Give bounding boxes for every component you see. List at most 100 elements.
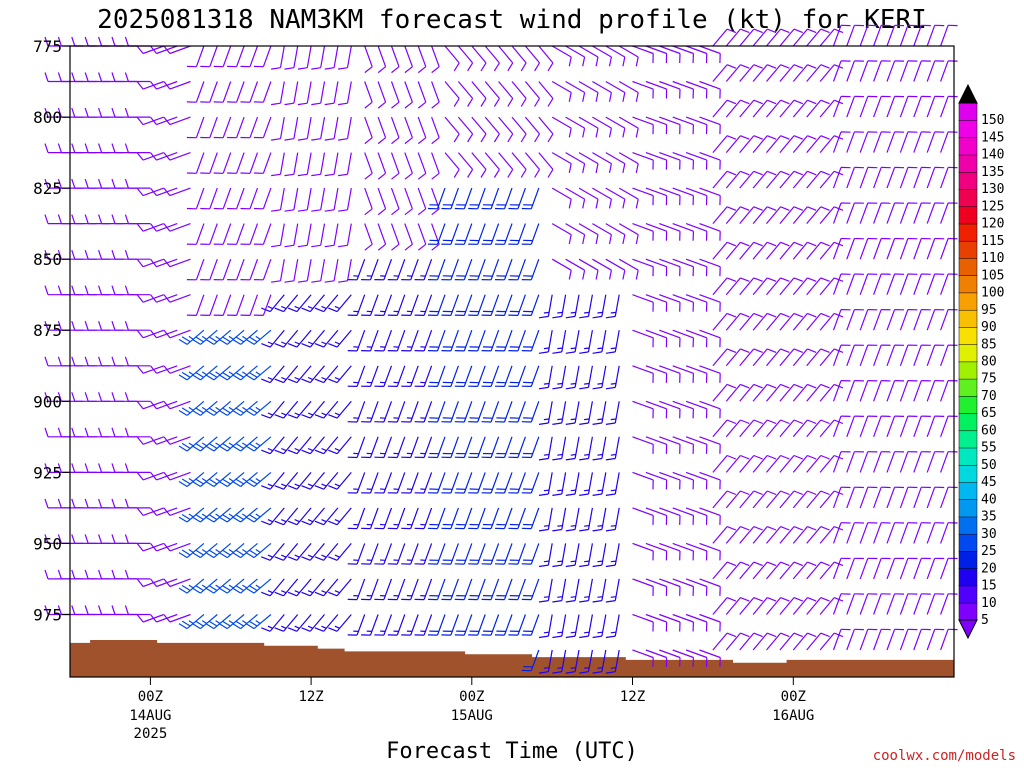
wind-barb-half-flag	[610, 560, 617, 563]
wind-barb-flag	[84, 178, 89, 189]
wind-barb-flag	[605, 315, 616, 319]
wind-barb-flag	[740, 277, 750, 282]
wind-barb-staff	[672, 116, 694, 126]
wind-barb-staff	[195, 45, 205, 67]
wind-barb-staff	[561, 436, 567, 459]
wind-barb-staff	[524, 45, 540, 64]
wind-barb-staff	[752, 597, 768, 615]
wind-barb-flag	[136, 507, 144, 516]
wind-barb-staff	[899, 273, 909, 295]
y-tick-label: 925	[33, 463, 62, 482]
wind-barb-flag	[622, 92, 626, 102]
wind-barb-staff	[249, 81, 259, 103]
wind-barb-staff	[618, 116, 639, 129]
wind-barb-half-flag	[321, 305, 327, 310]
wind-barb-flag	[780, 454, 790, 460]
wind-barb-staff	[886, 593, 896, 615]
wind-barb-staff	[490, 187, 500, 210]
wind-barb-flag	[807, 170, 817, 176]
wind-barb-flag	[820, 348, 830, 353]
wind-barb-flag	[726, 170, 737, 176]
wind-barb-staff	[336, 614, 352, 632]
wind-barb-staff	[565, 223, 585, 236]
wind-barb-flag	[726, 312, 737, 318]
wind-barb-staff	[614, 472, 620, 495]
colorbar-swatch	[958, 533, 978, 552]
wind-barb-flag	[552, 315, 562, 319]
wind-barb-flag	[538, 635, 549, 639]
wind-barb-flag	[248, 549, 258, 556]
wind-barb-staff	[832, 522, 842, 544]
wind-barb-staff	[659, 613, 681, 623]
wind-barb-staff	[450, 436, 459, 458]
wind-barb-staff	[685, 436, 708, 445]
wind-barb-half-flag	[188, 335, 194, 340]
wind-barb-staff	[779, 526, 795, 544]
wind-barb-staff	[685, 187, 708, 197]
wind-barb-flag	[136, 614, 144, 623]
wind-barb-flag	[136, 258, 144, 268]
wind-barb-flag	[766, 419, 777, 425]
wind-barb-flag	[245, 623, 255, 630]
wind-barb-staff	[819, 99, 835, 118]
wind-barb-staff	[632, 436, 654, 445]
wind-barb-staff	[685, 365, 708, 374]
wind-barb-flag	[726, 241, 737, 247]
wind-barb-staff	[587, 401, 593, 424]
wind-barb-staff	[517, 543, 526, 565]
wind-barb-staff	[236, 223, 245, 245]
wind-barb-staff	[587, 543, 593, 566]
wind-barb-staff	[336, 294, 352, 312]
wind-barb-flag	[793, 206, 804, 211]
wind-barb-flag	[793, 99, 804, 105]
colorbar-swatch	[958, 119, 978, 139]
wind-barb-staff	[779, 490, 795, 509]
wind-barb-flag	[163, 294, 171, 303]
wind-barb-flag	[111, 285, 116, 295]
wind-barb-flag	[552, 671, 562, 674]
wind-barb-staff	[169, 258, 191, 268]
wind-barb-staff	[873, 309, 882, 331]
wind-barb-flag	[608, 234, 612, 245]
wind-barb-flag	[98, 285, 103, 295]
wind-barb-flag	[780, 135, 790, 140]
wind-barb-staff	[899, 344, 909, 367]
wind-barb-flag	[178, 623, 188, 630]
wind-barb-flag	[163, 81, 171, 90]
y-tick-label: 825	[33, 179, 62, 198]
wind-barb-staff	[547, 614, 553, 637]
colorbar-swatch	[958, 430, 978, 449]
colorbar-swatch	[958, 602, 978, 621]
wind-barb-staff	[530, 401, 540, 423]
wind-barb-staff	[766, 313, 782, 331]
wind-barb-staff	[423, 614, 433, 636]
wind-barb-staff	[699, 223, 721, 232]
wind-barb-half-flag	[267, 590, 273, 594]
wind-barb-flag	[136, 152, 144, 161]
wind-barb-staff	[333, 152, 339, 175]
wind-barb-flag	[595, 56, 599, 67]
wind-barb-staff	[725, 99, 741, 118]
wind-barb-flag	[245, 587, 255, 594]
wind-barb-flag	[820, 241, 830, 247]
wind-barb-staff	[423, 543, 433, 565]
wind-barb-staff	[561, 330, 567, 353]
wind-barb-staff	[431, 45, 440, 67]
wind-barb-flag	[57, 427, 62, 437]
wind-barb-flag	[592, 600, 602, 603]
wind-barb-flag	[221, 549, 231, 556]
wind-barb-staff	[587, 294, 593, 317]
wind-barb-staff	[913, 131, 922, 153]
wind-barb-half-flag	[307, 590, 314, 594]
wind-barb-flag	[284, 209, 294, 212]
wind-barb-staff	[779, 64, 795, 82]
wind-barb-half-flag	[321, 341, 327, 345]
wind-barb-flag	[111, 356, 116, 366]
wind-barb-half-flag	[597, 453, 603, 456]
wind-barb-staff	[725, 348, 741, 367]
wind-barb-flag	[195, 407, 204, 414]
wind-barb-flag	[595, 92, 599, 102]
wind-barb-staff	[819, 348, 835, 367]
wind-barb-staff	[632, 471, 654, 481]
wind-barb-flag	[766, 99, 777, 105]
